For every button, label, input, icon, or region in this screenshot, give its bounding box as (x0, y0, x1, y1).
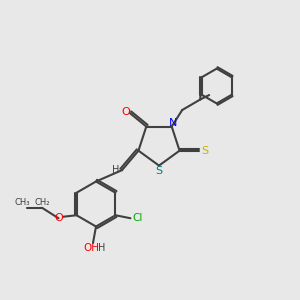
Text: H: H (112, 165, 119, 175)
Text: CH₂: CH₂ (34, 198, 50, 207)
Text: S: S (201, 146, 208, 156)
Text: OH: OH (83, 243, 100, 254)
Text: S: S (155, 166, 163, 176)
Text: CH₃: CH₃ (15, 198, 30, 207)
Text: O: O (54, 213, 63, 223)
Text: O: O (121, 106, 130, 116)
Text: Cl: Cl (132, 213, 142, 223)
Text: H: H (98, 243, 105, 254)
Text: N: N (169, 118, 177, 128)
